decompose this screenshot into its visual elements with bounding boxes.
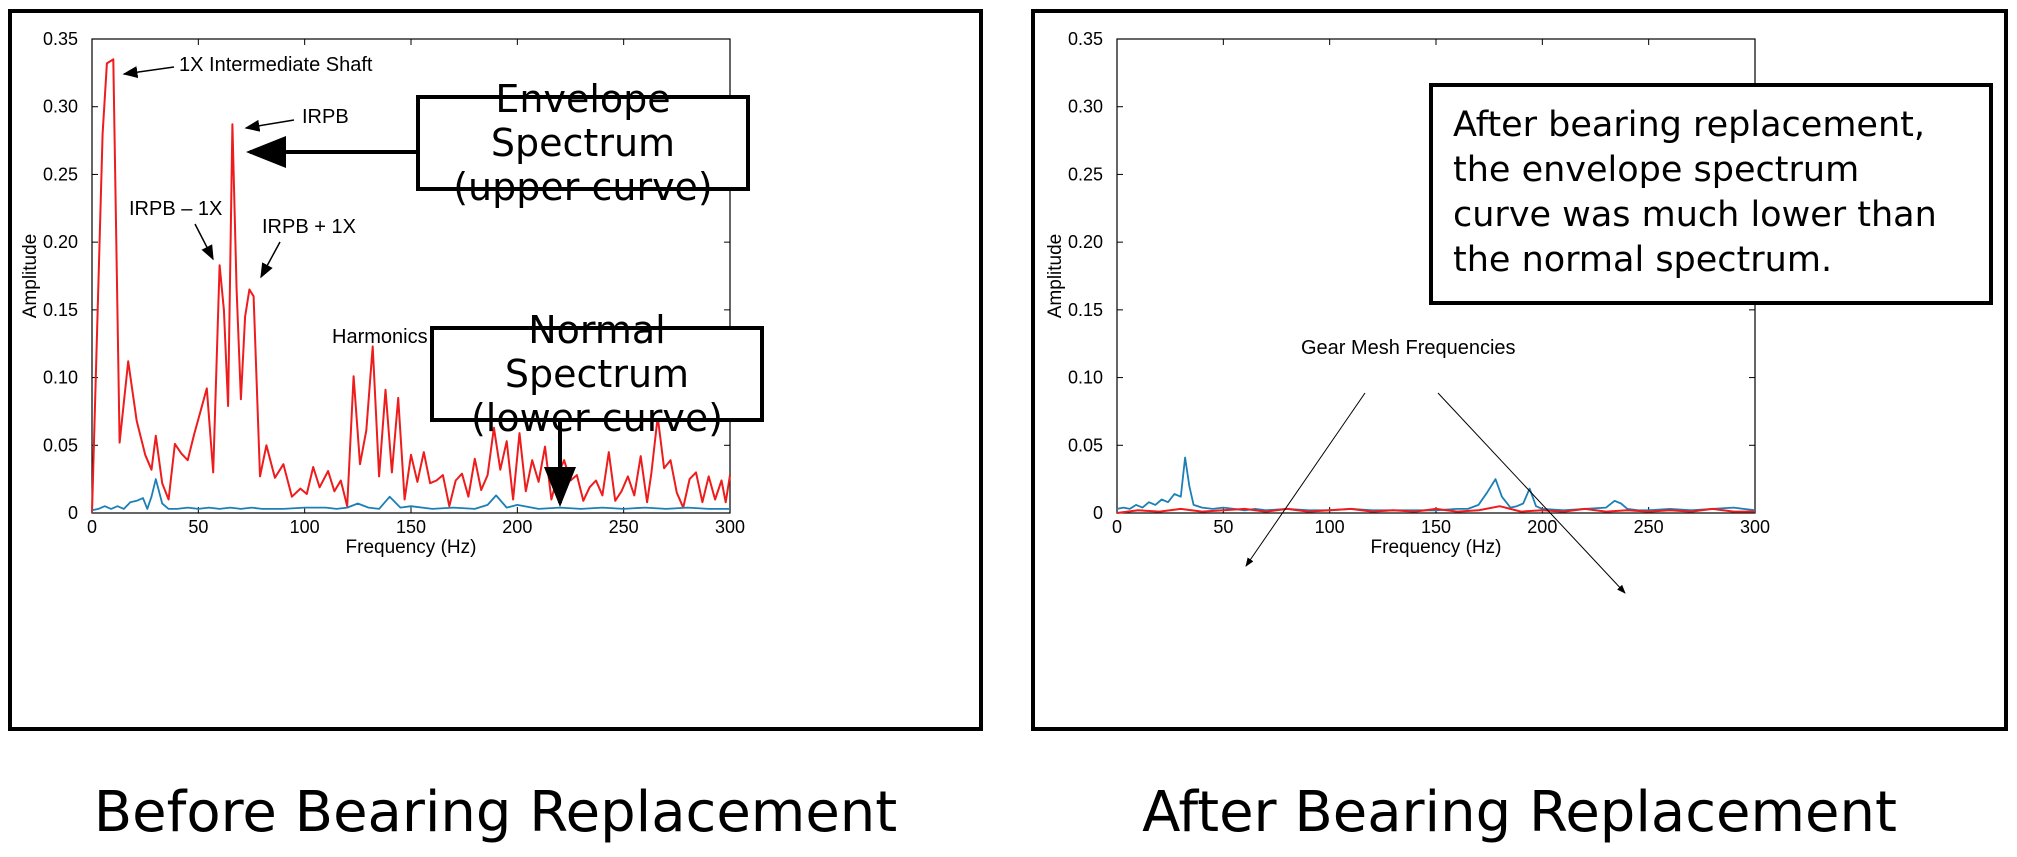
- annotation-irpb-arrow: [246, 120, 294, 128]
- chart-panel-after: 0 50 100 150 200 250 300 0 0.05 0.10 0.15 0.20 0.25 0…: [1031, 9, 2008, 731]
- after-callout-line4: the normal spectrum.: [1453, 238, 1969, 283]
- y-tick-label: 0.35: [1068, 29, 1103, 49]
- y-tick-label: 0.20: [43, 232, 78, 252]
- normal-spectrum-callout: Normal Spectrum (lower curve): [430, 326, 764, 422]
- y-tick-label: 0.05: [1068, 435, 1103, 455]
- x-tick-label: 150: [396, 517, 426, 537]
- y-tick-label: 0: [1093, 503, 1103, 523]
- annotation-irpb-plus-arrow: [261, 242, 280, 277]
- x-tick-label: 200: [1527, 517, 1557, 537]
- annotation-gear-mesh: Gear Mesh Frequencies: [1301, 337, 1516, 359]
- y-tick-label: 0.05: [43, 435, 78, 455]
- x-tick-label: 100: [290, 517, 320, 537]
- annotation-harmonics: Harmonics: [332, 326, 428, 348]
- annotation-irpb-minus: IRPB – 1X: [129, 198, 222, 220]
- gear-mesh-arrow-1: [1246, 393, 1365, 566]
- x-tick-label: 0: [1112, 517, 1122, 537]
- x-tick-label: 300: [715, 517, 745, 537]
- y-tick-label: 0.15: [43, 300, 78, 320]
- y-tick-label: 0.30: [1068, 97, 1103, 117]
- y-tick-label: 0.10: [43, 368, 78, 388]
- normal-callout-line1: Normal Spectrum: [434, 308, 760, 396]
- x-axis-label: Frequency (Hz): [346, 537, 477, 558]
- chart-panel-before: 0 50 100 150 200 250 300 0 0.05 0.10 0.15 0.20 0.25 0…: [8, 9, 983, 731]
- y-tick-label: 0.15: [1068, 300, 1103, 320]
- after-callout-line3: curve was much lower than: [1453, 193, 1969, 238]
- x-tick-label: 150: [1421, 517, 1451, 537]
- x-tick-label: 250: [609, 517, 639, 537]
- annotation-irpb-plus: IRPB + 1X: [262, 216, 356, 238]
- after-callout-line1: After bearing replacement,: [1453, 103, 1969, 148]
- x-tick-label: 250: [1634, 517, 1664, 537]
- normal-callout-line2: (lower curve): [471, 396, 723, 440]
- y-tick-label: 0.25: [43, 164, 78, 184]
- x-tick-label: 0: [87, 517, 97, 537]
- y-axis-label: Amplitude: [1045, 234, 1066, 319]
- gear-mesh-arrow-2: [1438, 393, 1625, 593]
- x-tick-label: 300: [1740, 517, 1770, 537]
- envelope-spectrum-callout: Envelope Spectrum (upper curve): [416, 95, 750, 191]
- annotation-irpb-minus-arrow: [195, 224, 213, 259]
- x-tick-label: 100: [1315, 517, 1345, 537]
- x-tick-label: 50: [1213, 517, 1233, 537]
- envelope-callout-line2: (upper curve): [453, 165, 713, 209]
- y-tick-label: 0.35: [43, 29, 78, 49]
- caption-after: After Bearing Replacement: [1031, 780, 2008, 845]
- envelope-callout-line1: Envelope Spectrum: [420, 77, 746, 165]
- annotation-shaft-arrow: [124, 67, 174, 74]
- y-axis-label: Amplitude: [20, 234, 41, 319]
- caption-before: Before Bearing Replacement: [8, 780, 983, 845]
- series-group: [1117, 458, 1755, 514]
- y-tick-label: 0.25: [1068, 164, 1103, 184]
- after-replacement-callout: After bearing replacement, the envelope …: [1429, 83, 1993, 305]
- annotation-irpb: IRPB: [302, 106, 349, 128]
- y-tick-label: 0.10: [1068, 368, 1103, 388]
- x-tick-label: 200: [502, 517, 532, 537]
- x-tick-label: 50: [188, 517, 208, 537]
- normal-series-line: [1117, 458, 1755, 511]
- y-tick-label: 0: [68, 503, 78, 523]
- y-tick-label: 0.30: [43, 97, 78, 117]
- after-callout-line2: the envelope spectrum: [1453, 148, 1969, 193]
- y-tick-label: 0.20: [1068, 232, 1103, 252]
- annotation-shaft: 1X Intermediate Shaft: [179, 54, 373, 76]
- x-axis-label: Frequency (Hz): [1371, 537, 1502, 558]
